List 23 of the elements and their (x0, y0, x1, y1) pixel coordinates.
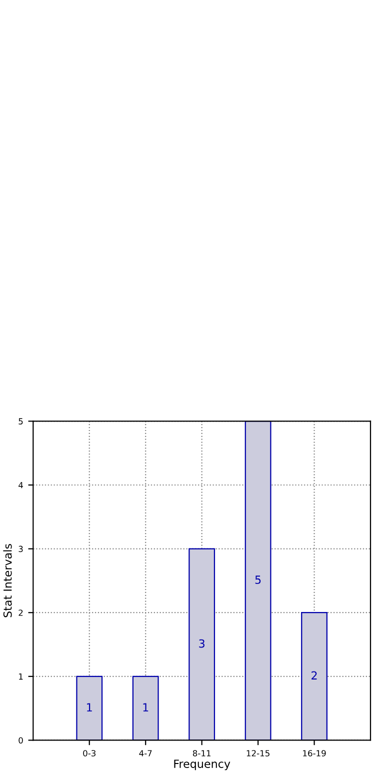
x-tick-label: 0-3 (83, 750, 96, 756)
x-axis-title: Frequency (174, 760, 230, 770)
data-label: 1 (87, 703, 92, 712)
y-tick-label: 2 (18, 610, 23, 616)
y-tick-label: 5 (18, 418, 23, 424)
x-tick-label: 8-11 (192, 750, 211, 756)
bar (301, 612, 328, 740)
y-tick-label: 1 (19, 674, 23, 680)
data-label: 2 (312, 671, 317, 680)
bar (244, 421, 272, 740)
x-tick-label: 12-15 (246, 750, 270, 756)
bar (188, 548, 216, 740)
bar (76, 676, 103, 740)
bar (132, 676, 159, 740)
data-label: 3 (199, 639, 204, 648)
y-tick-label: 3 (18, 546, 23, 552)
x-tick-label: 4-7 (139, 750, 152, 756)
data-label: 1 (143, 703, 148, 712)
y-tick-label: 0 (18, 737, 23, 744)
x-tick-label: 16-19 (303, 750, 326, 756)
y-axis-title: Stat Intervals (3, 544, 12, 618)
y-tick-label: 4 (18, 482, 23, 488)
data-label: 5 (255, 576, 261, 584)
